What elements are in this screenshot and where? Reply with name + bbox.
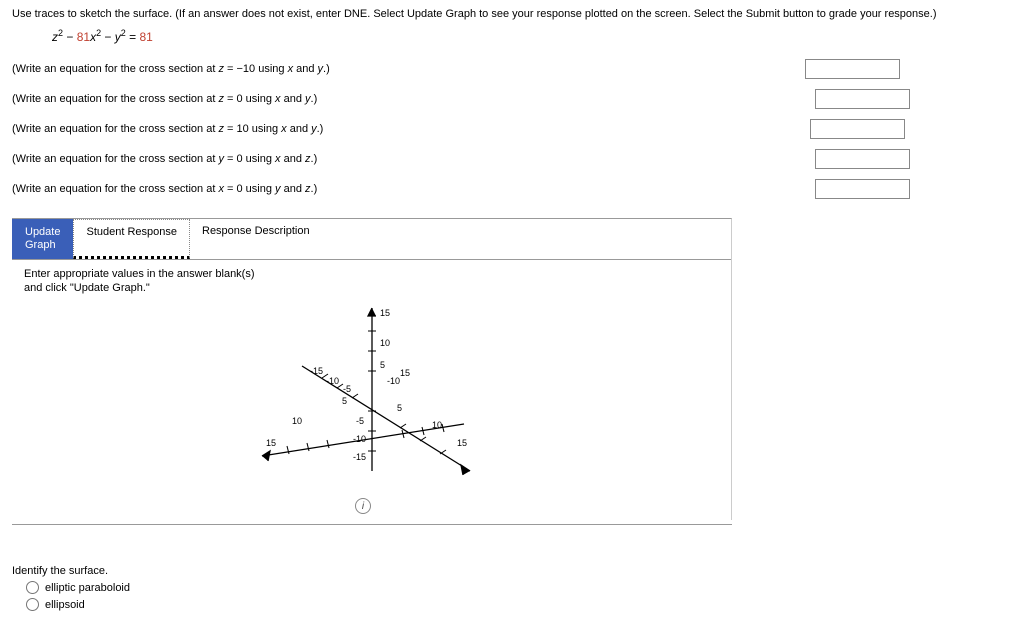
radio-ellipsoid[interactable]	[26, 598, 39, 611]
svg-text:15: 15	[266, 438, 276, 448]
svg-text:5: 5	[397, 403, 402, 413]
svg-text:15: 15	[400, 368, 410, 378]
tab-bar: Update Graph Student Response Response D…	[12, 219, 731, 260]
axes-3d: 15 10 5 -5 -10 -15 15 10 5 10 15 -15 -10…	[232, 296, 512, 506]
svg-text:-10: -10	[353, 434, 366, 444]
radio-option: elliptic paraboloid	[26, 581, 1012, 594]
svg-text:-5: -5	[343, 384, 351, 394]
identify-section: Identify the surface. elliptic paraboloi…	[12, 565, 1012, 611]
question-row: (Write an equation for the cross section…	[12, 118, 1012, 140]
answer-input-3[interactable]	[815, 149, 910, 169]
svg-text:-10: -10	[326, 376, 339, 386]
radio-option: ellipsoid	[26, 598, 1012, 611]
hint-line-1: Enter appropriate values in the answer b…	[24, 268, 719, 280]
svg-text:-10: -10	[387, 376, 400, 386]
question-row: (Write an equation for the cross section…	[12, 58, 1012, 80]
question-row: (Write an equation for the cross section…	[12, 88, 1012, 110]
answer-input-0[interactable]	[805, 59, 900, 79]
instruction-text: Use traces to sketch the surface. (If an…	[12, 8, 1012, 20]
answer-input-2[interactable]	[810, 119, 905, 139]
identify-title: Identify the surface.	[12, 565, 1012, 577]
radio-label: elliptic paraboloid	[45, 582, 130, 594]
surface-equation: z2 − 81x2 − y2 = 81	[52, 28, 1012, 44]
svg-text:-15: -15	[353, 452, 366, 462]
svg-text:10: 10	[432, 420, 442, 430]
info-icon[interactable]: i	[355, 498, 371, 514]
question-row: (Write an equation for the cross section…	[12, 178, 1012, 200]
svg-text:5: 5	[380, 360, 385, 370]
hint-line-2: and click "Update Graph."	[24, 282, 719, 294]
graph-panel: Update Graph Student Response Response D…	[12, 218, 732, 520]
svg-text:15: 15	[457, 438, 467, 448]
panel-divider	[12, 524, 732, 525]
svg-text:15: 15	[380, 308, 390, 318]
svg-text:5: 5	[342, 396, 347, 406]
svg-text:10: 10	[292, 416, 302, 426]
svg-text:-15: -15	[310, 366, 323, 376]
question-text: (Write an equation for the cross section…	[12, 63, 330, 75]
question-text: (Write an equation for the cross section…	[12, 123, 323, 135]
radio-elliptic-paraboloid[interactable]	[26, 581, 39, 594]
answer-input-4[interactable]	[815, 179, 910, 199]
svg-text:-5: -5	[356, 416, 364, 426]
question-row: (Write an equation for the cross section…	[12, 148, 1012, 170]
question-text: (Write an equation for the cross section…	[12, 93, 317, 105]
question-text: (Write an equation for the cross section…	[12, 183, 317, 195]
tab-update-graph[interactable]: Update Graph	[12, 219, 73, 259]
tab-response-description[interactable]: Response Description	[190, 219, 322, 259]
radio-label: ellipsoid	[45, 599, 85, 611]
tab-student-response[interactable]: Student Response	[73, 219, 190, 259]
answer-input-1[interactable]	[815, 89, 910, 109]
question-text: (Write an equation for the cross section…	[12, 153, 317, 165]
svg-text:10: 10	[380, 338, 390, 348]
